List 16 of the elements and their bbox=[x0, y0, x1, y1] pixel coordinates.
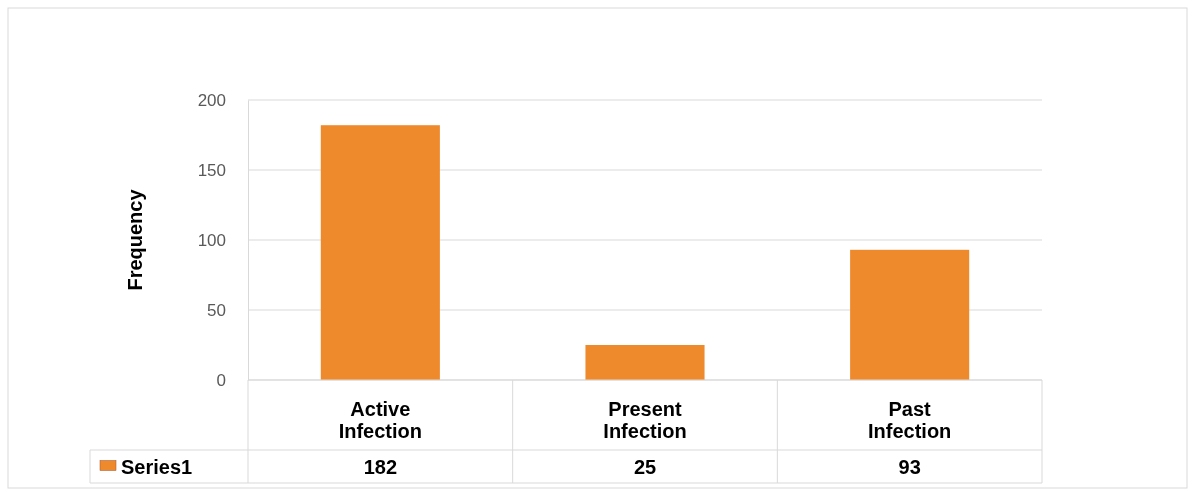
data-label: 25 bbox=[633, 455, 657, 478]
y-tick-label: 150 bbox=[197, 160, 226, 180]
bar bbox=[320, 125, 440, 380]
bar bbox=[850, 249, 970, 380]
y-tick-label: 100 bbox=[197, 230, 226, 250]
legend-label: Series1 bbox=[121, 455, 193, 478]
x-tick-label: Past Infection bbox=[867, 398, 952, 442]
x-tick-label: Present Infection bbox=[603, 398, 687, 442]
y-axis-title: Frequency bbox=[124, 188, 146, 291]
data-label: 182 bbox=[363, 455, 398, 478]
bar bbox=[585, 345, 705, 380]
y-tick-label: 50 bbox=[207, 300, 226, 320]
y-tick-label: 0 bbox=[216, 370, 226, 390]
data-label: 93 bbox=[898, 455, 921, 478]
x-tick-label: Active Infection bbox=[338, 398, 423, 442]
y-tick-label: 200 bbox=[197, 90, 226, 110]
